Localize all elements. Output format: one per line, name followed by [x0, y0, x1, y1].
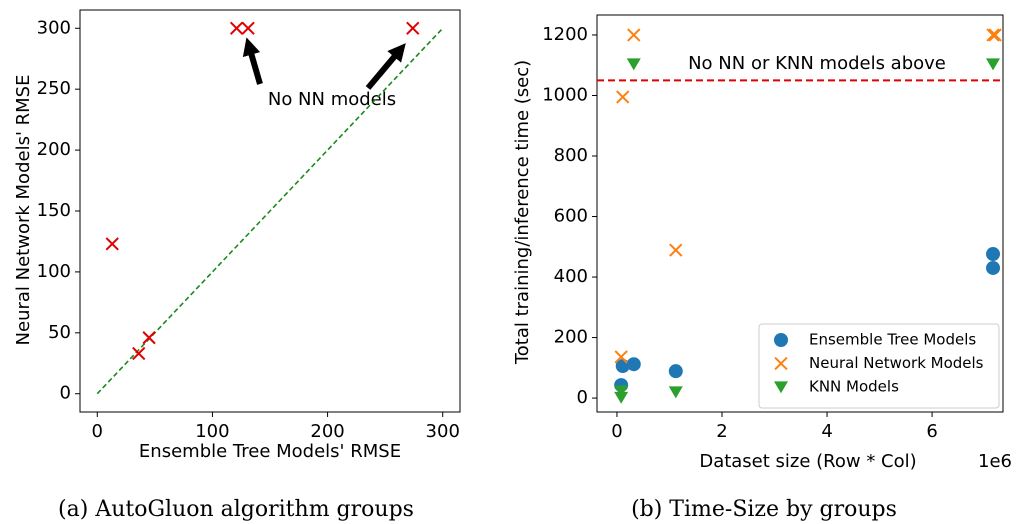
x-axis-label: Ensemble Tree Models' RMSE	[139, 441, 401, 462]
plot-frame	[596, 14, 1004, 413]
point	[229, 21, 244, 35]
x-offset-label: 1e6	[978, 451, 1012, 472]
annotation: No NN or KNN models above	[688, 53, 946, 74]
point	[614, 350, 628, 364]
y-tick-label: 100	[37, 261, 71, 282]
point	[668, 386, 683, 399]
y-tick-label: 200	[37, 139, 71, 160]
y-tick-label: 300	[37, 17, 71, 38]
point	[616, 90, 630, 104]
x-tick-label: 2	[716, 421, 727, 442]
point	[132, 346, 146, 361]
x-tick-label: 4	[821, 421, 832, 442]
arrow	[365, 43, 406, 90]
x-tick-label: 0	[611, 421, 622, 442]
point	[986, 247, 1001, 262]
y-tick-label: 150	[37, 200, 71, 221]
y-tick-label: 1000	[542, 84, 588, 105]
y-tick-label: 600	[554, 206, 588, 227]
point	[142, 331, 156, 345]
point	[986, 28, 1000, 42]
x-axis-label: Dataset size (Row * Col)	[699, 451, 916, 472]
point	[626, 58, 641, 71]
point	[986, 58, 1001, 71]
annotation: No NN models	[268, 89, 396, 110]
legend-label: Neural Network Models	[809, 354, 984, 372]
point	[986, 260, 1001, 275]
x-tick-label: 200	[310, 421, 344, 442]
point	[105, 237, 119, 251]
point	[627, 28, 641, 42]
point	[241, 21, 255, 35]
y-tick-label: 0	[577, 387, 588, 408]
x-tick-label: 100	[195, 421, 229, 442]
legend-marker	[774, 356, 788, 371]
y-tick-label: 250	[37, 78, 71, 99]
x-tick-label: 6	[926, 421, 937, 442]
x-tick-label: 300	[426, 421, 460, 442]
legend-frame	[758, 323, 1000, 409]
point	[988, 28, 1002, 42]
point	[669, 243, 683, 257]
y-tick-label: 1200	[542, 24, 588, 45]
legend-marker	[774, 333, 788, 347]
legend-marker	[774, 381, 788, 394]
y-axis-label: Total training/inference time (sec)	[512, 60, 533, 365]
point	[406, 21, 420, 35]
y-axis-label: Neural Network Models' RMSE	[13, 75, 34, 346]
y-tick-label: 200	[554, 327, 588, 348]
caption: (b) Time-Size by groups	[631, 497, 897, 522]
y-tick-label: 400	[554, 266, 588, 287]
arrow	[242, 37, 263, 85]
x-tick-label: 0	[92, 421, 103, 442]
y-tick-label: 0	[60, 383, 71, 404]
point	[668, 364, 683, 379]
caption: (a) AutoGluon algorithm groups	[58, 497, 414, 522]
point	[614, 391, 629, 404]
legend-label: KNN Models	[809, 378, 899, 396]
point	[626, 357, 641, 372]
legend-label: Ensemble Tree Models	[809, 331, 976, 349]
point	[614, 385, 629, 398]
y-tick-label: 50	[48, 322, 71, 343]
y-tick-label: 800	[554, 145, 588, 166]
